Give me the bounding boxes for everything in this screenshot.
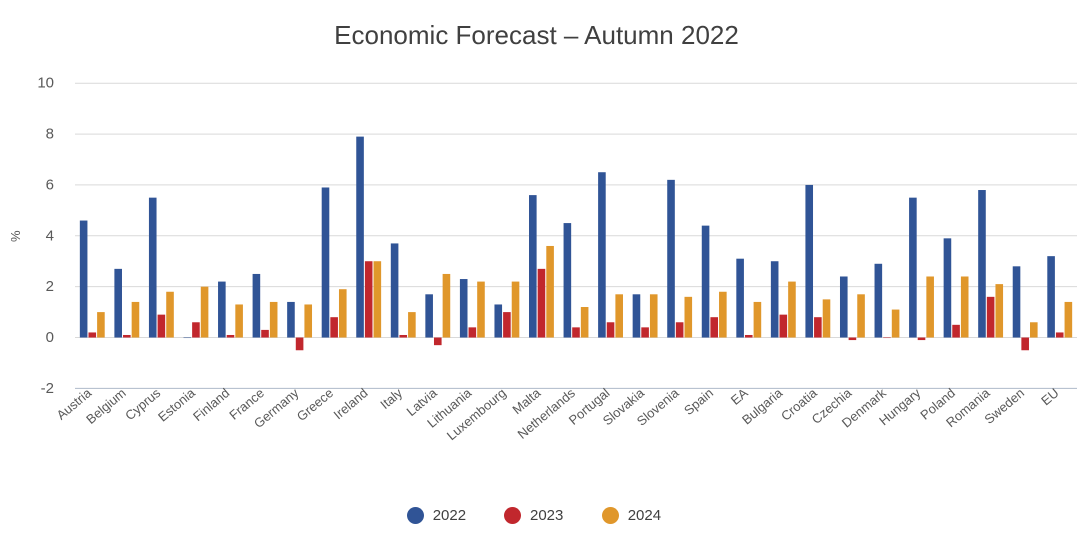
svg-text:Spain: Spain — [681, 385, 716, 418]
svg-text:0: 0 — [46, 329, 54, 346]
svg-text:Sweden: Sweden — [981, 385, 1027, 427]
svg-text:Finland: Finland — [190, 385, 232, 424]
svg-text:10: 10 — [37, 75, 54, 92]
svg-text:8: 8 — [46, 126, 54, 143]
svg-text:6: 6 — [46, 176, 54, 193]
svg-text:Bulgaria: Bulgaria — [739, 385, 786, 428]
svg-text:-2: -2 — [41, 380, 54, 397]
svg-text:Estonia: Estonia — [155, 385, 198, 425]
svg-text:Belgium: Belgium — [83, 385, 129, 427]
svg-text:2: 2 — [46, 278, 54, 295]
svg-text:Greece: Greece — [294, 385, 336, 424]
svg-text:Ireland: Ireland — [331, 385, 371, 422]
svg-text:Italy: Italy — [377, 385, 405, 412]
svg-text:4: 4 — [46, 227, 54, 244]
